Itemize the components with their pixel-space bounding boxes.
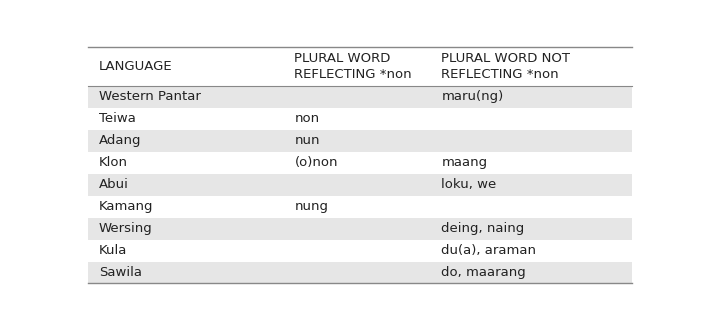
- Text: Kamang: Kamang: [98, 200, 153, 213]
- Text: LANGUAGE: LANGUAGE: [98, 60, 172, 73]
- Text: Wersing: Wersing: [98, 222, 152, 235]
- Text: do, maarang: do, maarang: [442, 266, 526, 279]
- Text: Abui: Abui: [98, 178, 128, 191]
- Text: loku, we: loku, we: [442, 178, 496, 191]
- Text: Klon: Klon: [98, 156, 128, 169]
- Text: Kula: Kula: [98, 244, 127, 257]
- Text: maang: maang: [442, 156, 487, 169]
- Bar: [88, 130, 632, 152]
- Bar: [88, 86, 632, 108]
- Bar: [88, 217, 632, 240]
- Text: maru(ng): maru(ng): [442, 90, 503, 103]
- Text: Western Pantar: Western Pantar: [98, 90, 201, 103]
- Text: PLURAL WORD NOT
REFLECTING *non: PLURAL WORD NOT REFLECTING *non: [442, 52, 571, 81]
- Text: Teiwa: Teiwa: [98, 112, 135, 125]
- Text: deing, naing: deing, naing: [442, 222, 524, 235]
- Bar: [88, 262, 632, 284]
- Text: nun: nun: [295, 134, 320, 147]
- Text: (o)non: (o)non: [295, 156, 338, 169]
- Text: Sawila: Sawila: [98, 266, 142, 279]
- Text: PLURAL WORD
REFLECTING *non: PLURAL WORD REFLECTING *non: [295, 52, 412, 81]
- Text: nung: nung: [295, 200, 329, 213]
- Bar: [88, 174, 632, 196]
- Text: non: non: [295, 112, 319, 125]
- Text: Adang: Adang: [98, 134, 141, 147]
- Text: du(a), araman: du(a), araman: [442, 244, 536, 257]
